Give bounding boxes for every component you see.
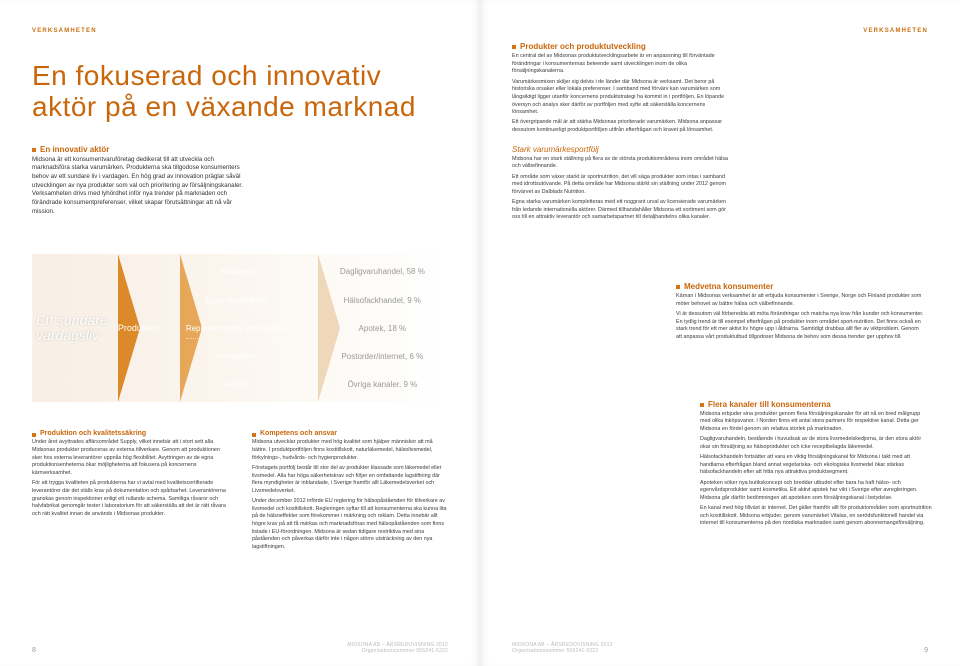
flow-c4-row: Hälsofackhandel, 9 % bbox=[344, 291, 421, 310]
bcol1-p: Under året avyttrades affärsområdet Supp… bbox=[32, 439, 228, 477]
flow-col-4: Dagligvaruhandel, 58 % Hälsofackhandel, … bbox=[309, 254, 448, 402]
footer-left: MIDSONA AB – ÅRSREDOVISNING 2012 Organis… bbox=[347, 642, 448, 654]
flow-c4-row: Övriga kanaler, 9 % bbox=[347, 375, 417, 394]
flow-c1-text: Ett sundare vardagsliv bbox=[36, 313, 118, 344]
bottom-col-1: Produktion och kvalitetssäkring Under år… bbox=[32, 430, 228, 551]
intro-block: En innovativ aktör Midsona är ett konsum… bbox=[32, 145, 252, 217]
right-bottom-block: Flera kanaler till konsumenterna Midsona… bbox=[700, 400, 932, 528]
flow-c4-row: Postorder/internet, 6 % bbox=[341, 347, 423, 366]
bottom-col-2: Kompetens och ansvar Midsona utvecklar p… bbox=[252, 430, 448, 551]
running-head-right: VERKSAMHETEN bbox=[512, 28, 928, 34]
page-number-right: 9 bbox=[924, 647, 928, 654]
bcol1-heading: Produktion och kvalitetssäkring bbox=[40, 430, 146, 437]
flow-col-1: Ett sundare vardagsliv bbox=[32, 254, 118, 402]
rbot-p: Apoteken söker nya butikskoncept och bre… bbox=[700, 480, 932, 503]
running-head-left: VERKSAMHETEN bbox=[32, 28, 448, 34]
bcol2-heading: Kompetens och ansvar bbox=[260, 430, 337, 437]
right-mid-block: Medvetna konsumenter Kärnan i Midsonas v… bbox=[676, 282, 926, 342]
rtop-p: Ett övergripande mål är att stärka Midso… bbox=[512, 119, 730, 134]
bcol2-p: Företagets portfölj består till stor del… bbox=[252, 465, 448, 496]
bcol2-p: Under december 2012 införde EU reglering… bbox=[252, 498, 448, 552]
headline: En fokuserad och innovativ aktör på en v… bbox=[32, 60, 448, 123]
flow-c3-row: Kompetens bbox=[217, 347, 257, 367]
rtop-heading: Produkter och produktutveckling bbox=[520, 42, 646, 51]
rbot-heading: Flera kanaler till konsumenterna bbox=[708, 400, 831, 409]
rtop-p: En central del av Midsonas produktutveck… bbox=[512, 53, 730, 76]
bottom-columns: Produktion och kvalitetssäkring Under år… bbox=[32, 430, 448, 551]
bullet-icon bbox=[512, 45, 516, 49]
rtop-p: Varumärkesmixen skiljer sig delvis i de … bbox=[512, 79, 730, 117]
rmid-heading: Medvetna konsumenter bbox=[684, 282, 773, 291]
rbot-p: Hälsofackhandeln fortsätter att vara en … bbox=[700, 454, 932, 477]
bullet-icon bbox=[676, 285, 680, 289]
bullet-icon bbox=[700, 403, 704, 407]
bcol1-p: För att trygga kvaliteten på produkterna… bbox=[32, 480, 228, 518]
flow-c3-row: Representerade varumärken bbox=[186, 319, 288, 339]
flow-c3-row: Sortiment bbox=[220, 262, 254, 282]
rtop-subheading: Stark varumärkesportfölj bbox=[512, 145, 730, 154]
rtop-sp: Egna starka varumärken kompletteras med … bbox=[512, 199, 730, 222]
right-top-block: Produkter och produktutveckling En centr… bbox=[512, 42, 730, 222]
page-number-left: 8 bbox=[32, 647, 36, 654]
rmid-p: Vi är dessutom väl förberedda att möta f… bbox=[676, 311, 926, 342]
page-left: VERKSAMHETEN En fokuserad och innovativ … bbox=[0, 0, 480, 666]
rbot-p: En kanal med hög tillväxt är internet. D… bbox=[700, 505, 932, 528]
flow-c4-row: Apotek, 18 % bbox=[359, 319, 407, 338]
bcol2-p: Midsona utvecklar produkter med hög kval… bbox=[252, 439, 448, 462]
bullet-icon bbox=[252, 433, 256, 437]
rtop-sp: Ett område som växer starkt är sportnutr… bbox=[512, 174, 730, 197]
footer-right: MIDSONA AB – ÅRSREDOVISNING 2012 Organis… bbox=[512, 642, 613, 654]
intro-heading: En innovativ aktör bbox=[40, 145, 109, 154]
flow-col-2: Produktion bbox=[118, 254, 177, 402]
flow-c2-text: Produktion bbox=[118, 323, 161, 333]
flow-c4-row: Dagligvaruhandel, 58 % bbox=[340, 262, 425, 281]
bullet-icon bbox=[32, 433, 36, 437]
rbot-p: Midsona erbjuder sina produkter genom fl… bbox=[700, 411, 932, 434]
rmid-p: Kärnan i Midsonas verksamhet är att erbj… bbox=[676, 293, 926, 308]
rbot-p: Dagligvaruhandeln, bestående i huvudsak … bbox=[700, 436, 932, 451]
flow-c3-row: Egna varumärken bbox=[205, 291, 268, 311]
spread: VERKSAMHETEN En fokuserad och innovativ … bbox=[0, 0, 960, 666]
bullet-icon bbox=[32, 148, 36, 152]
rtop-sp: Midsona har en stark ställning på flera … bbox=[512, 156, 730, 171]
flow-c3-row: Ansvar bbox=[224, 375, 249, 394]
intro-text: Midsona är ett konsumentvaruföretag dedi… bbox=[32, 156, 252, 217]
flow-panel: Ett sundare vardagsliv Produktion Sortim… bbox=[32, 254, 448, 402]
flow-col-3: Sortiment Egna varumärken Representerade… bbox=[177, 254, 309, 402]
page-right: VERKSAMHETEN Produkter och produktutveck… bbox=[480, 0, 960, 666]
